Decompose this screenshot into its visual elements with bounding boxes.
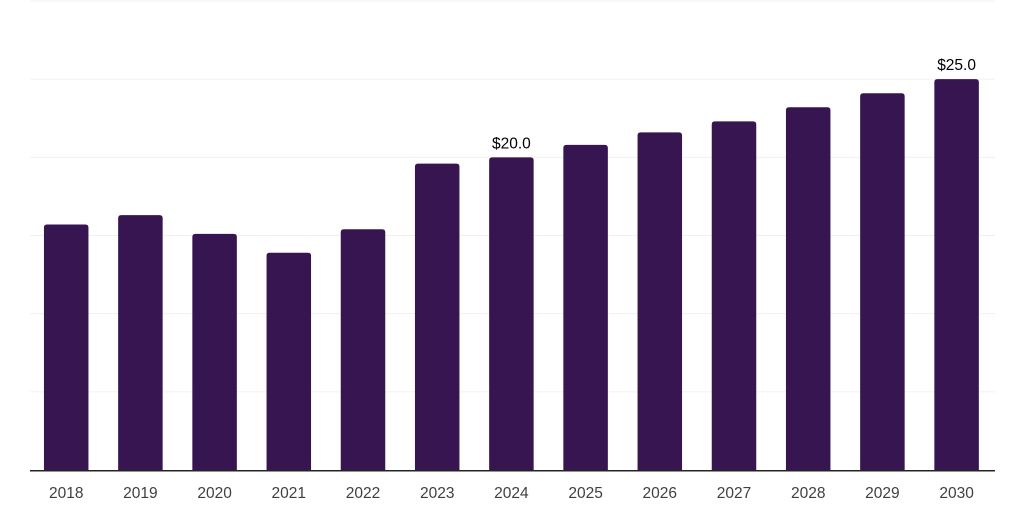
x-tick-2029: 2029 — [865, 485, 899, 502]
bar-2019 — [118, 215, 163, 470]
bar-2018 — [43, 224, 89, 470]
bar-2029 — [860, 93, 905, 470]
value-label-2024: $20.0 — [492, 135, 531, 152]
x-tick-2024: 2024 — [494, 485, 529, 502]
bar-2030 — [934, 79, 979, 471]
x-tick-2020: 2020 — [197, 485, 232, 502]
value-label-2030: $25.0 — [937, 57, 976, 74]
bar-2028 — [785, 107, 831, 470]
bar-2020 — [192, 233, 237, 470]
bar-2027 — [711, 121, 757, 471]
x-tick-2028: 2028 — [791, 485, 825, 502]
bar-2026 — [637, 132, 683, 470]
x-tick-2021: 2021 — [272, 485, 306, 502]
x-tick-2030: 2030 — [939, 485, 974, 502]
bar-2023 — [414, 163, 460, 470]
bar-2022 — [340, 229, 386, 470]
bar-2025 — [563, 144, 608, 470]
x-tick-2027: 2027 — [717, 485, 751, 502]
x-tick-2025: 2025 — [568, 485, 602, 502]
x-tick-2019: 2019 — [123, 485, 157, 502]
x-tick-2026: 2026 — [643, 485, 677, 502]
x-tick-2022: 2022 — [346, 485, 380, 502]
bar-2021 — [266, 252, 312, 470]
x-tick-2023: 2023 — [420, 485, 454, 502]
bar-2024 — [489, 157, 534, 471]
x-tick-2018: 2018 — [49, 485, 83, 502]
